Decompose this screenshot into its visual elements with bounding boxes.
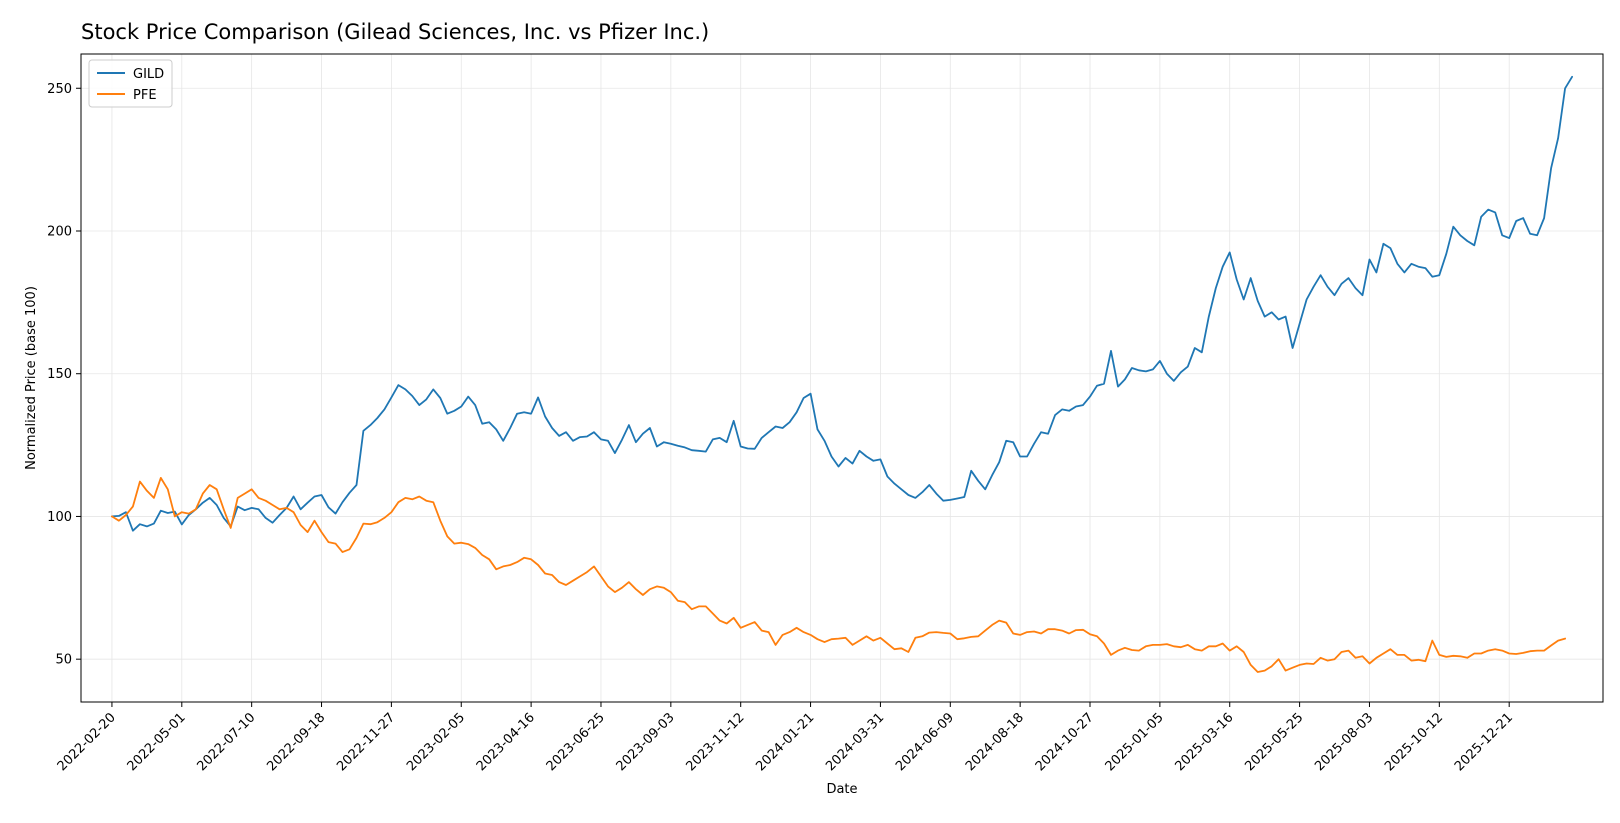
x-tick-label: 2022-07-10 bbox=[194, 710, 258, 774]
series-line-gild bbox=[111, 75, 1573, 532]
y-axis: 50 100 150 200 250 bbox=[47, 82, 81, 668]
legend-label-gild: GILD bbox=[133, 67, 164, 82]
grid bbox=[81, 54, 1603, 702]
plot-frame bbox=[80, 53, 1604, 703]
x-tick-label: 2024-06-09 bbox=[893, 710, 957, 774]
y-tick-label: 250 bbox=[47, 82, 72, 97]
x-tick-label: 2024-01-21 bbox=[753, 710, 817, 774]
x-tick-label: 2025-08-03 bbox=[1312, 710, 1376, 774]
x-tick-label: 2025-10-12 bbox=[1382, 710, 1446, 774]
x-tick-label: 2025-12-21 bbox=[1452, 710, 1516, 774]
x-tick-label: 2022-09-18 bbox=[264, 710, 328, 774]
y-tick-label: 150 bbox=[47, 367, 72, 382]
y-axis-label: Normalized Price (base 100) bbox=[24, 286, 39, 470]
x-tick-label: 2022-02-20 bbox=[55, 710, 119, 774]
x-tick-label: 2024-08-18 bbox=[963, 710, 1027, 774]
x-tick-label: 2024-10-27 bbox=[1033, 710, 1097, 774]
x-axis: 2022-02-20 2022-05-01 2022-07-10 2022-09-18… bbox=[55, 702, 1516, 774]
x-tick-label: 2023-06-25 bbox=[544, 710, 608, 774]
series-lines bbox=[111, 75, 1573, 673]
x-tick-label: 2024-03-31 bbox=[823, 710, 887, 774]
x-tick-label: 2025-01-05 bbox=[1103, 710, 1167, 774]
legend: GILD PFE bbox=[88, 59, 173, 108]
x-tick-label: 2025-05-25 bbox=[1242, 710, 1306, 774]
x-tick-label: 2023-11-12 bbox=[683, 710, 747, 774]
series-line-pfe bbox=[111, 476, 1566, 673]
legend-label-pfe: PFE bbox=[133, 88, 157, 103]
x-tick-label: 2023-09-03 bbox=[614, 710, 678, 774]
x-tick-label: 2022-11-27 bbox=[334, 710, 398, 774]
chart-title: Stock Price Comparison (Gilead Sciences,… bbox=[81, 20, 710, 44]
y-tick-label: 100 bbox=[47, 510, 72, 525]
legend-box bbox=[88, 59, 173, 108]
x-tick-label: 2023-02-05 bbox=[404, 710, 468, 774]
x-axis-label: Date bbox=[826, 782, 857, 797]
y-tick-label: 50 bbox=[55, 653, 72, 668]
x-tick-label: 2022-05-01 bbox=[125, 710, 189, 774]
y-tick-label: 200 bbox=[47, 224, 72, 239]
x-tick-label: 2023-04-16 bbox=[474, 710, 538, 774]
x-tick-label: 2025-03-16 bbox=[1173, 710, 1237, 774]
